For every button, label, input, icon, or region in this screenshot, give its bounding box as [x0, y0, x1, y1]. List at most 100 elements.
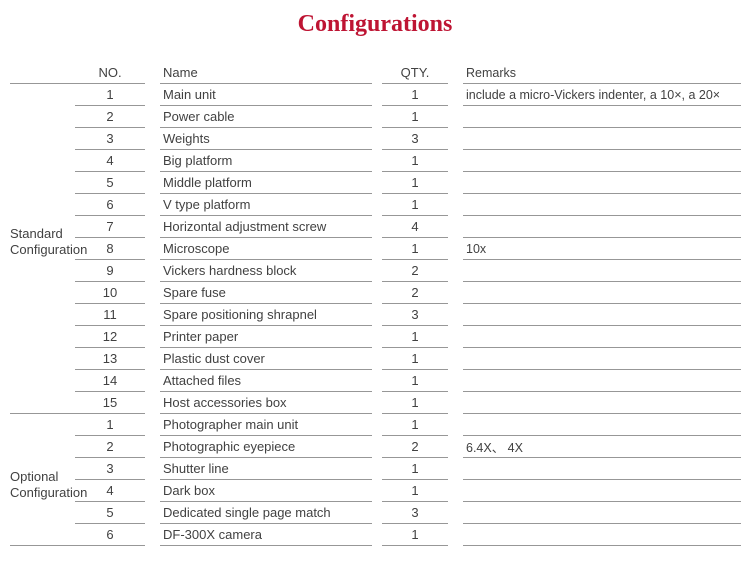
row-remarks-cell: include a micro-Vickers indenter, a 10×,…	[463, 84, 741, 106]
row-remarks-cell	[463, 106, 741, 128]
col-header-remarks: Remarks	[463, 62, 741, 84]
table-row: 3 Weights 3	[0, 128, 750, 150]
table-row: 14 Attached files 1	[0, 370, 750, 392]
row-remarks-cell	[463, 172, 741, 194]
row-remarks-cell	[463, 502, 741, 524]
row-name-cell: Horizontal adjustment screw	[160, 216, 372, 238]
row-no-cell: 3	[75, 458, 145, 480]
row-no-cell: 10	[75, 282, 145, 304]
row-remarks-cell	[463, 480, 741, 502]
row-qty-cell: 1	[382, 348, 448, 370]
row-qty-cell: 2	[382, 282, 448, 304]
row-no-cell: 6	[75, 524, 145, 546]
row-no-cell: 12	[75, 326, 145, 348]
config-table: NO. Name QTY. Remarks 1 Main unit 1 incl…	[0, 62, 750, 546]
table-row: 5 Middle platform 1	[0, 172, 750, 194]
row-no-cell: 9	[75, 260, 145, 282]
table-row: 13 Plastic dust cover 1	[0, 348, 750, 370]
col-header-no: NO.	[75, 62, 145, 84]
table-row: 15 Host accessories box 1	[0, 392, 750, 414]
row-qty-cell: 1	[382, 238, 448, 260]
row-remarks-cell	[463, 524, 741, 546]
row-remarks-cell	[463, 260, 741, 282]
table-row: 6 V type platform 1	[0, 194, 750, 216]
row-remarks-cell	[463, 348, 741, 370]
row-qty-cell: 1	[382, 194, 448, 216]
row-remarks-cell	[463, 216, 741, 238]
row-name-cell: Dark box	[160, 480, 372, 502]
row-no-cell: 2	[75, 106, 145, 128]
row-no-cell: 5	[75, 172, 145, 194]
row-name-cell: Middle platform	[160, 172, 372, 194]
row-qty-cell: 1	[382, 150, 448, 172]
row-no-cell: 7	[75, 216, 145, 238]
row-name-cell: Photographer main unit	[160, 414, 372, 436]
row-name-cell: Plastic dust cover	[160, 348, 372, 370]
row-no-cell: 15	[75, 392, 145, 414]
row-remarks-cell	[463, 150, 741, 172]
row-qty-cell: 3	[382, 304, 448, 326]
row-remarks-cell: 10x	[463, 238, 741, 260]
row-no-cell: 11	[75, 304, 145, 326]
row-qty-cell: 1	[382, 480, 448, 502]
row-remarks-cell	[463, 282, 741, 304]
table-row: 1 Photographer main unit 1	[0, 414, 750, 436]
col-header-qty: QTY.	[382, 62, 448, 84]
row-name-cell: Attached files	[160, 370, 372, 392]
table-row: 3 Shutter line 1	[0, 458, 750, 480]
table-row: 4 Big platform 1	[0, 150, 750, 172]
row-name-cell: Main unit	[160, 84, 372, 106]
row-qty-cell: 2	[382, 260, 448, 282]
row-remarks-cell: 6.4X、 4X	[463, 436, 741, 458]
row-remarks-cell	[463, 458, 741, 480]
table-row: 1 Main unit 1 include a micro-Vickers in…	[0, 84, 750, 106]
row-name-cell: Photographic eyepiece	[160, 436, 372, 458]
row-name-cell: Weights	[160, 128, 372, 150]
row-no-cell: 8	[75, 238, 145, 260]
row-name-cell: DF-300X camera	[160, 524, 372, 546]
row-no-cell: 4	[75, 480, 145, 502]
section-label-standard: Standard Configuration	[10, 226, 88, 257]
row-qty-cell: 1	[382, 326, 448, 348]
row-name-cell: Host accessories box	[160, 392, 372, 414]
table-row: 7 Horizontal adjustment screw 4	[0, 216, 750, 238]
row-qty-cell: 3	[382, 502, 448, 524]
table-row: 8 Microscope 1 10x	[0, 238, 750, 260]
row-qty-cell: 1	[382, 84, 448, 106]
col-header-name: Name	[160, 62, 372, 84]
row-remarks-cell	[463, 128, 741, 150]
row-name-cell: Shutter line	[160, 458, 372, 480]
row-remarks-cell	[463, 370, 741, 392]
row-name-cell: Vickers hardness block	[160, 260, 372, 282]
row-name-cell: Dedicated single page match	[160, 502, 372, 524]
row-remarks-cell	[463, 194, 741, 216]
row-qty-cell: 1	[382, 370, 448, 392]
row-qty-cell: 1	[382, 524, 448, 546]
row-no-cell: 13	[75, 348, 145, 370]
row-qty-cell: 1	[382, 392, 448, 414]
table-row: 2 Photographic eyepiece 2 6.4X、 4X	[0, 436, 750, 458]
header-row: NO. Name QTY. Remarks	[0, 62, 750, 84]
row-no-cell: 2	[75, 436, 145, 458]
row-qty-cell: 1	[382, 458, 448, 480]
page-title: Configurations	[297, 11, 453, 37]
row-name-cell: Printer paper	[160, 326, 372, 348]
row-qty-cell: 1	[382, 106, 448, 128]
table-row: 11 Spare positioning shrapnel 3	[0, 304, 750, 326]
table-row: 4 Dark box 1	[0, 480, 750, 502]
table-row: 9 Vickers hardness block 2	[0, 260, 750, 282]
row-qty-cell: 2	[382, 436, 448, 458]
row-no-cell: 1	[75, 84, 145, 106]
row-qty-cell: 1	[382, 172, 448, 194]
row-remarks-cell	[463, 304, 741, 326]
section-label-optional: Optional Configuration	[10, 469, 88, 500]
row-remarks-cell	[463, 414, 741, 436]
table-row: 12 Printer paper 1	[0, 326, 750, 348]
row-remarks-cell	[463, 326, 741, 348]
row-name-cell: Spare positioning shrapnel	[160, 304, 372, 326]
table-row: 2 Power cable 1	[0, 106, 750, 128]
row-qty-cell: 3	[382, 128, 448, 150]
row-name-cell: Spare fuse	[160, 282, 372, 304]
row-no-cell: 5	[75, 502, 145, 524]
